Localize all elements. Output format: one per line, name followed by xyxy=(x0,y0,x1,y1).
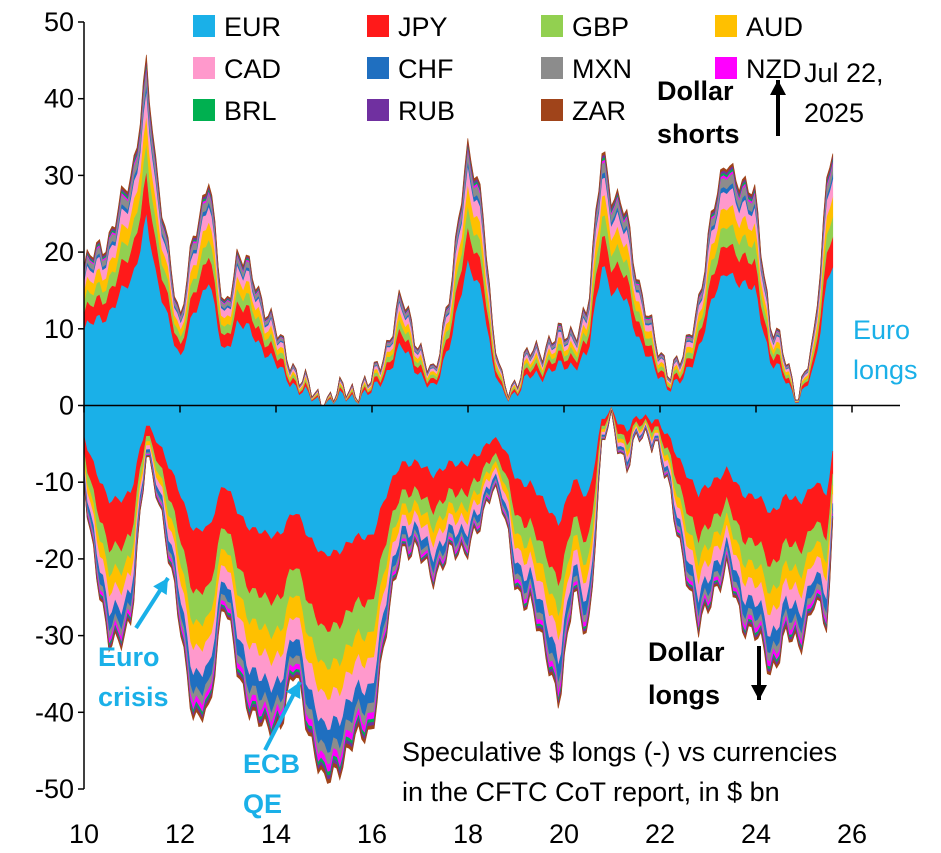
annotations: Dollar shorts Jul 22, 2025 Euro longs Dollar lo… xyxy=(98,58,918,819)
y-tick-label: 0 xyxy=(59,391,74,421)
legend-swatch-jpy xyxy=(367,15,389,37)
legend-label-aud: AUD xyxy=(746,12,803,42)
y-tick-label: 50 xyxy=(44,7,74,37)
legend-label-zar: ZAR xyxy=(572,96,626,126)
legend-swatch-cad xyxy=(193,57,215,79)
annotation-dollar-shorts: Dollar shorts xyxy=(657,76,740,149)
legend-label-jpy: JPY xyxy=(398,12,448,42)
annotation-description: Speculative $ longs (-) vs currencies in … xyxy=(402,737,837,807)
area-long-zar xyxy=(83,410,834,784)
legend: EUR JPY GBP AUD CAD CHF MXN NZD BRL RUB ZAR xyxy=(193,12,803,126)
legend-label-rub: RUB xyxy=(398,96,455,126)
legend-swatch-rub xyxy=(367,99,389,121)
annotation-euro-longs: Euro longs xyxy=(853,315,918,385)
legend-label-nzd: NZD xyxy=(746,54,802,84)
x-tick-label: 22 xyxy=(645,819,675,849)
x-tick-label: 10 xyxy=(69,819,99,849)
annotation-ecb-qe: ECB QE xyxy=(243,749,300,819)
annotation-dollar-longs: Dollar longs xyxy=(648,637,725,710)
y-tick-label: -20 xyxy=(35,544,74,574)
legend-label-brl: BRL xyxy=(224,96,277,126)
x-tick-label: 12 xyxy=(165,819,195,849)
arrow-up-dollar-shorts xyxy=(770,80,786,136)
x-tick-label: 24 xyxy=(741,819,771,849)
annotation-date: Jul 22, 2025 xyxy=(804,58,884,128)
legend-swatch-nzd xyxy=(715,57,737,79)
x-tick-label: 26 xyxy=(837,819,867,849)
area-short-zar xyxy=(83,54,834,406)
legend-label-chf: CHF xyxy=(398,54,454,84)
legend-swatch-brl xyxy=(193,99,215,121)
x-tick-label: 20 xyxy=(549,819,579,849)
y-tick-label: -50 xyxy=(35,774,74,804)
legend-label-gbp: GBP xyxy=(572,12,629,42)
legend-swatch-aud xyxy=(715,15,737,37)
y-tick-label: -30 xyxy=(35,621,74,651)
legend-label-eur: EUR xyxy=(224,12,281,42)
x-tick-label: 14 xyxy=(261,819,291,849)
legend-swatch-chf xyxy=(367,57,389,79)
y-tick-label: -40 xyxy=(35,697,74,727)
y-tick-label: 20 xyxy=(44,237,74,267)
legend-swatch-gbp xyxy=(541,15,563,37)
arrow-euro-crisis xyxy=(134,576,170,630)
axes: 50 40 30 20 10 0 -10 -20 -30 -40 -50 10 12 14 16 18 20 22… xyxy=(35,7,900,849)
legend-label-mxn: MXN xyxy=(572,54,632,84)
legend-swatch-zar xyxy=(541,99,563,121)
stacked-area-series xyxy=(83,54,834,784)
legend-swatch-mxn xyxy=(541,57,563,79)
arrow-down-dollar-longs xyxy=(751,646,767,700)
legend-swatch-eur xyxy=(193,15,215,37)
y-tick-label: -10 xyxy=(35,467,74,497)
y-tick-label: 40 xyxy=(44,84,74,114)
x-tick-label: 18 xyxy=(453,819,483,849)
x-tick-label: 16 xyxy=(357,819,387,849)
y-tick-label: 10 xyxy=(44,314,74,344)
legend-label-cad: CAD xyxy=(224,54,281,84)
arrow-ecb-qe xyxy=(263,681,302,751)
y-tick-label: 30 xyxy=(44,160,74,190)
annotation-euro-crisis: Euro crisis xyxy=(98,642,169,712)
